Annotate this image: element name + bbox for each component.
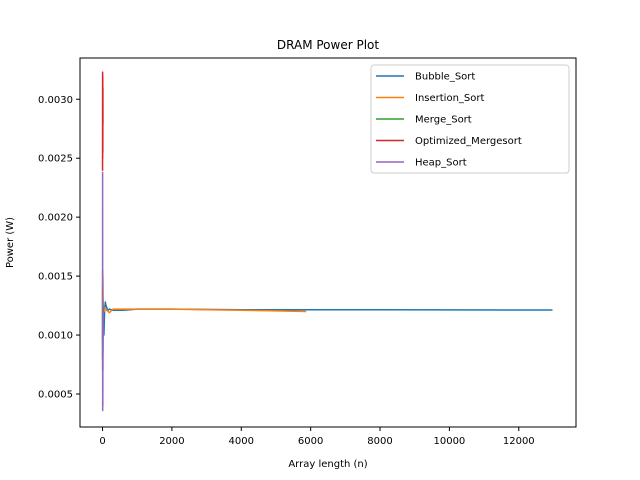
legend-label: Heap_Sort	[415, 158, 467, 169]
y-tick-label: 0.0015	[38, 272, 73, 283]
x-tick-label: 12000	[503, 436, 535, 447]
series-line-heap-sort	[101, 171, 105, 412]
x-tick-label: 6000	[298, 436, 323, 447]
y-tick-label: 0.0030	[38, 95, 73, 106]
legend-label: Merge_Sort	[415, 115, 472, 126]
y-tick-label: 0.0025	[38, 154, 73, 165]
x-tick-label: 2000	[159, 436, 184, 447]
y-axis: 0.0005 0.0010 0.0015 0.0020 0.0025 0.0030	[38, 95, 80, 400]
x-axis: 0 2000 4000 6000 8000 10000 12000	[99, 427, 535, 447]
x-tick-label: 8000	[367, 436, 392, 447]
legend-label: Optimized_Mergesort	[415, 136, 522, 147]
y-axis-label: Power (W)	[5, 217, 16, 268]
y-tick-label: 0.0005	[38, 389, 73, 400]
series-line-bubble-sort	[101, 301, 553, 354]
legend-label: Bubble_Sort	[415, 72, 475, 83]
legend-box	[370, 64, 570, 174]
chart-title: DRAM Power Plot	[277, 38, 379, 52]
legend: Bubble_Sort Insertion_Sort Merge_Sort Optim…	[370, 64, 570, 174]
x-tick-label: 0	[99, 436, 105, 447]
y-tick-label: 0.0010	[38, 331, 73, 342]
y-tick-label: 0.0020	[38, 213, 73, 224]
plot-frame	[79, 57, 577, 428]
x-axis-label: Array length (n)	[288, 459, 367, 470]
x-tick-label: 4000	[229, 436, 254, 447]
legend-label: Insertion_Sort	[415, 93, 484, 104]
series-layer	[101, 71, 553, 412]
x-tick-label: 10000	[433, 436, 465, 447]
